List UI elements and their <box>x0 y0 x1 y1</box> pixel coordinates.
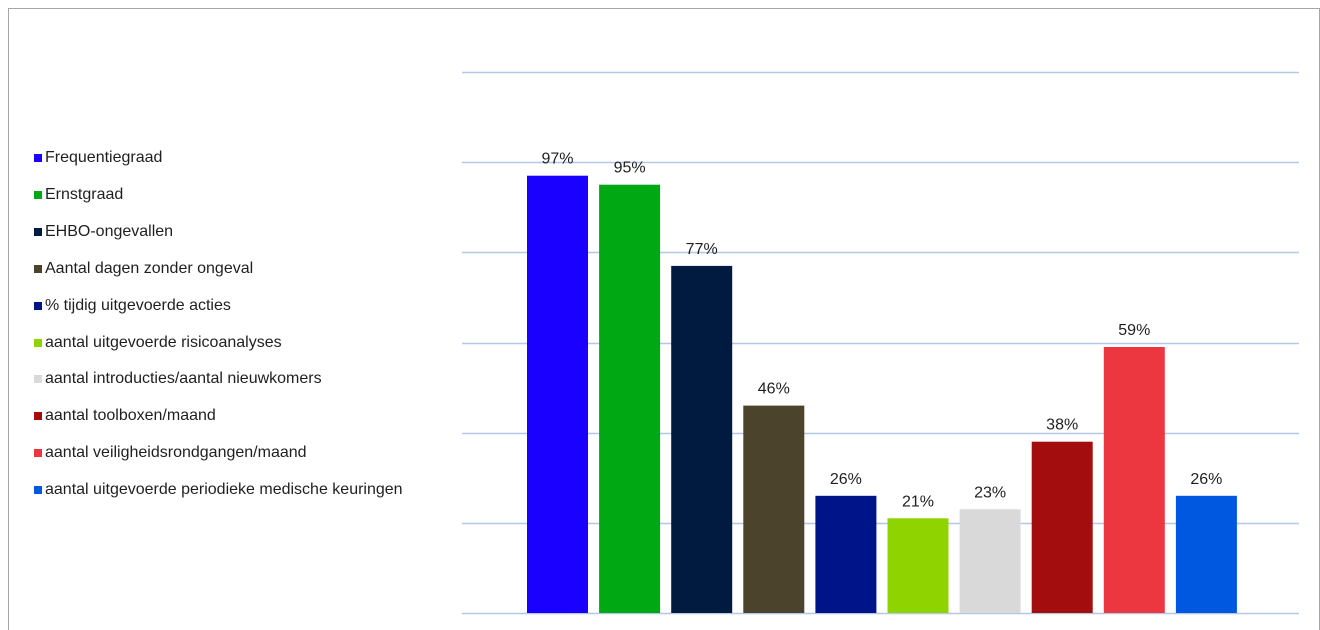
legend-swatch <box>34 227 42 236</box>
bar <box>1031 441 1093 613</box>
legend-item: aantal introducties/aantal nieuwkomers <box>34 369 322 389</box>
bar <box>599 184 661 613</box>
legend-label: aantal veiligheidsrondgangen/maand <box>45 444 307 462</box>
data-label: 97% <box>541 151 573 168</box>
legend-item: % tijdig uitgevoerde acties <box>34 296 231 316</box>
legend-item: EHBO-ongevallen <box>34 222 173 242</box>
bar <box>959 509 1021 613</box>
data-label: 77% <box>686 241 718 258</box>
data-label: 26% <box>1190 471 1222 488</box>
bar <box>671 265 733 613</box>
bars <box>527 175 1237 613</box>
data-label: 21% <box>902 493 934 510</box>
legend-item: Ernstgraad <box>34 185 123 205</box>
bar <box>1103 347 1165 613</box>
data-label: 23% <box>974 484 1006 501</box>
data-label: 26% <box>830 471 862 488</box>
bar <box>1175 495 1237 613</box>
legend-item: aantal toolboxen/maand <box>34 406 216 426</box>
legend-label: Ernstgraad <box>45 185 124 203</box>
legend-item: aantal uitgevoerde risicoanalyses <box>34 333 282 353</box>
data-label: 95% <box>614 160 646 177</box>
legend-swatch <box>34 338 42 347</box>
legend-item: Aantal dagen zonder ongeval <box>34 259 253 279</box>
legend-item: aantal uitgevoerde periodieke medische k… <box>34 480 403 500</box>
legend-label: aantal uitgevoerde risicoanalyses <box>45 333 282 351</box>
legend-swatch <box>34 486 42 495</box>
legend-label: aantal toolboxen/maand <box>45 407 216 425</box>
data-label: 38% <box>1046 417 1078 434</box>
data-labels: 97% 95% 77% 46% 26% 21% 23% 38% 59% 26% <box>541 151 1222 511</box>
legend-swatch <box>34 412 42 421</box>
bar <box>527 175 588 613</box>
legend-swatch <box>34 301 42 310</box>
bar <box>743 405 805 613</box>
data-label: 46% <box>758 381 790 398</box>
bar <box>887 518 949 613</box>
legend-label: Aantal dagen zonder ongeval <box>45 259 254 277</box>
legend-label: % tijdig uitgevoerde acties <box>45 296 231 314</box>
legend-item: aantal veiligheidsrondgangen/maand <box>34 443 307 463</box>
legend-label: EHBO-ongevallen <box>45 222 174 240</box>
legend-label: aantal introducties/aantal nieuwkomers <box>45 370 322 388</box>
data-label: 59% <box>1118 322 1150 339</box>
bar <box>815 495 877 613</box>
legend-swatch <box>34 190 42 199</box>
legend-item: Frequentiegraad <box>34 148 162 168</box>
legend-swatch <box>34 449 42 458</box>
legend-swatch <box>34 154 42 162</box>
legend-label: aantal uitgevoerde periodieke medische k… <box>45 481 403 499</box>
legend-swatch <box>34 264 42 273</box>
legend-label: Frequentiegraad <box>45 149 163 166</box>
legend-swatch <box>34 375 42 384</box>
